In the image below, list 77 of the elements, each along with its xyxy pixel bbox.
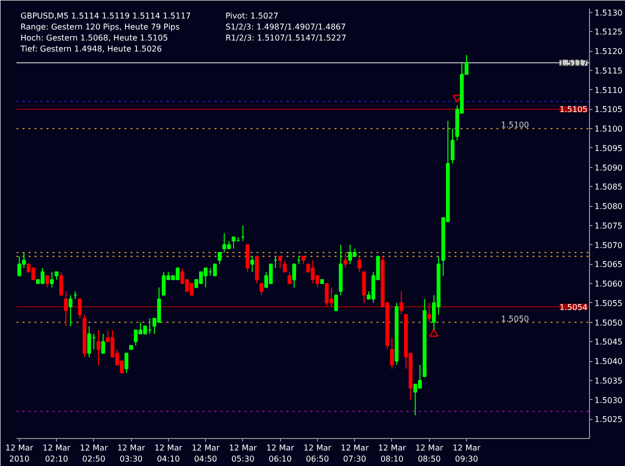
x-tick-label: 12 Mar 02:10	[42, 444, 72, 464]
y-tick-label: 1.5070	[594, 240, 622, 250]
annotation: S1/2/3: 1.4987/1.4907/1.4867	[226, 22, 346, 32]
y-tick-label: 1.5035	[594, 376, 622, 386]
candlestick	[101, 333, 106, 354]
y-tick-label: 1.5060	[594, 280, 622, 289]
x-tick-label: 12 Mar 02:50	[80, 444, 108, 464]
y-tick-label: 1.5130	[594, 8, 622, 18]
y-tick-label: 1.5080	[594, 202, 622, 212]
ref-line-label: 1.5054	[560, 302, 588, 312]
candlestick	[427, 302, 432, 323]
annotation: Tief: Gestern 1.4948, Heute 1.5026	[20, 44, 162, 54]
candlestick	[96, 330, 100, 366]
annotation: Hoch: Gestern 1.5068, Heute 1.5105	[20, 34, 168, 42]
candlestick	[218, 252, 222, 265]
candlestick	[254, 256, 259, 284]
candlestick	[278, 256, 282, 269]
candlestick	[50, 271, 54, 288]
y-tick-label: 1.5095	[594, 144, 622, 153]
y-tick-label: 1.5025	[594, 415, 622, 424]
candlestick	[59, 271, 64, 296]
x-tick-label: 12 Mar 07:30	[340, 444, 370, 464]
candlestick	[78, 298, 82, 319]
y-tick-label: 1.5105	[594, 105, 622, 114]
candlestick	[124, 352, 128, 374]
annotation: Pivot: 1.5027	[226, 12, 278, 20]
x-tick-label: 12 Mar 04:10	[154, 444, 183, 464]
candlestick	[288, 271, 292, 284]
candlestick	[362, 271, 366, 304]
y-tick-label: 1.5100	[594, 124, 622, 134]
chart-title: GBPUSD,M5 1.5114 1.5119 1.5114 1.5117	[20, 12, 191, 20]
x-tick-label: 12 Mar 05:30	[228, 444, 258, 464]
y-tick-label: 1.5030	[594, 396, 622, 405]
y-tick-label: 1.5110	[594, 86, 622, 95]
candlestick	[64, 290, 68, 327]
y-tick-label: 1.5125	[594, 28, 622, 37]
y-tick-label: 1.5115	[594, 66, 622, 76]
candlestick	[450, 128, 454, 164]
x-tick-label: 12 Mar 08:50	[415, 444, 444, 464]
candlestick	[357, 256, 362, 272]
candlestick	[343, 252, 348, 269]
y-tick-label: 1.5065	[594, 260, 622, 270]
x-tick-label: 12 Mar 06:50	[304, 444, 332, 464]
candlestick	[334, 294, 338, 312]
candlestick	[268, 264, 273, 284]
candlestick	[282, 260, 287, 272]
ref-line-label: 1.5050	[501, 314, 530, 324]
x-tick-label: 12 Mar 06:10	[266, 444, 295, 464]
y-tick-label: 1.5040	[594, 357, 622, 366]
candlestick	[399, 290, 404, 316]
candlestick	[87, 326, 92, 358]
candlestick	[45, 275, 50, 288]
x-tick-label: 12 Mar 08:10	[378, 444, 407, 464]
candlestick	[292, 264, 296, 288]
x-tick-label: 12 Mar 04:50	[192, 444, 220, 464]
ref-line-label: 1.5100	[501, 120, 530, 130]
ref-line-label: 1.5117	[560, 58, 588, 68]
x-tick-label: 12 Mar 09:30	[452, 444, 482, 464]
candlestick	[246, 244, 250, 272]
y-tick-label: 1.5055	[594, 298, 622, 308]
y-tick-label: 1.5085	[594, 182, 622, 192]
x-tick-label: 12 Mar 03:30	[117, 444, 146, 464]
y-tick-label: 1.5120	[594, 47, 622, 56]
y-tick-label: 1.5045	[594, 338, 622, 347]
y-tick-label: 1.5090	[594, 163, 622, 172]
ref-line-label: 1.5105	[560, 105, 588, 114]
x-tick-label: 12 Mar 2010	[5, 444, 34, 464]
candlestick	[68, 294, 72, 327]
candlestick	[213, 264, 217, 276]
annotation: R1/2/3: 1.5107/1.5147/1.5227	[226, 34, 346, 42]
candlestick	[250, 256, 254, 272]
candlestick	[390, 337, 394, 370]
y-tick-label: 1.5050	[594, 318, 622, 328]
y-tick-label: 1.5075	[594, 221, 622, 230]
annotation: Range: Gestern 120 Pips, Heute 79 Pips	[20, 22, 180, 32]
candlestick	[232, 236, 236, 250]
candlestick	[260, 283, 264, 296]
